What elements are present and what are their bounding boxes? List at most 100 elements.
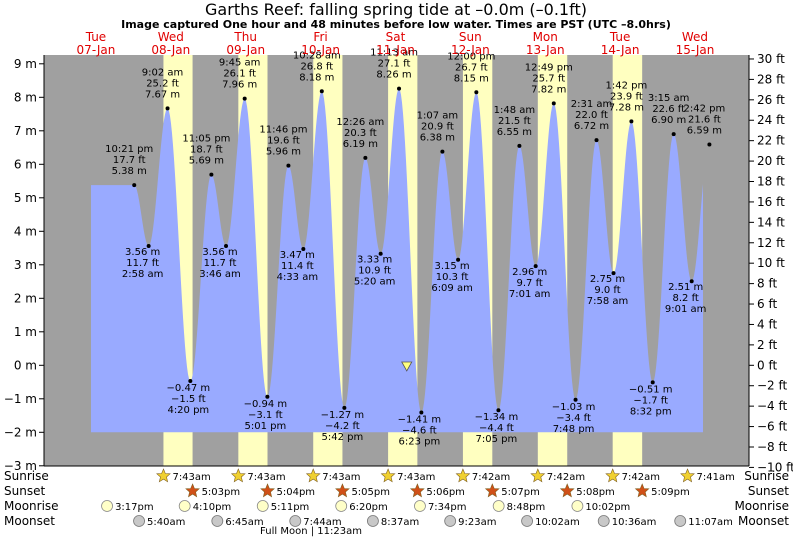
sunrise-icon bbox=[305, 468, 321, 483]
full-moon-label: Full Moon | 11:23am bbox=[260, 526, 362, 537]
tide-label: 8.18 m bbox=[299, 72, 334, 83]
tide-label: 20.9 ft bbox=[421, 122, 454, 133]
tide-label: 21.6 ft bbox=[688, 115, 721, 126]
y-tick-label-m: 8 m bbox=[14, 90, 37, 104]
day-label-date: 12-Jan bbox=[451, 43, 490, 57]
sunset-icon bbox=[559, 483, 575, 498]
tide-label: −1.27 m bbox=[321, 410, 365, 421]
sunrise-time: 7:42am bbox=[472, 472, 510, 483]
day-label-dow: Mon bbox=[533, 30, 558, 44]
tide-label: 1:42 pm bbox=[606, 80, 648, 91]
tide-label: 7.28 m bbox=[609, 102, 644, 113]
tide-point bbox=[573, 397, 578, 402]
tide-point bbox=[363, 155, 368, 160]
tide-point bbox=[265, 394, 270, 399]
moonset-time: 10:02am bbox=[535, 517, 580, 528]
moonset-icon bbox=[211, 515, 224, 527]
tide-point bbox=[146, 244, 151, 249]
sunrise-icon bbox=[156, 468, 171, 483]
tide-label: 2:31 am bbox=[571, 99, 613, 110]
tide-curve bbox=[91, 88, 703, 433]
tide-point bbox=[165, 106, 170, 111]
day-label-date: 15-Jan bbox=[676, 43, 715, 57]
sunset-icon bbox=[335, 483, 350, 498]
day-label-dow: Tue bbox=[609, 30, 631, 44]
tide-label: 12:49 pm bbox=[525, 62, 573, 73]
current-tide-marker bbox=[401, 361, 413, 372]
y-tick-label-m: −3 m bbox=[4, 459, 37, 473]
moonset-time: 6:45am bbox=[225, 517, 263, 528]
tide-label: 11.7 ft bbox=[204, 258, 237, 269]
tide-label: 6.59 m bbox=[687, 126, 722, 137]
tide-label: 11:46 pm bbox=[259, 125, 307, 136]
y-tick-label-ft: 10 ft bbox=[757, 256, 785, 270]
sunrise-icon bbox=[680, 468, 695, 483]
day-label-dow: Tue bbox=[85, 30, 107, 44]
tide-label: 1:07 am bbox=[417, 111, 459, 122]
tide-label: −3.4 ft bbox=[556, 413, 591, 424]
moonrise-icon bbox=[492, 500, 505, 512]
tide-label: 9.7 ft bbox=[517, 278, 543, 289]
y-tick-label-m: −1 m bbox=[4, 392, 37, 406]
tide-label: 11:05 pm bbox=[182, 134, 230, 145]
y-tick-label-ft: 22 ft bbox=[757, 134, 785, 148]
y-tick-label-m: 3 m bbox=[14, 258, 37, 272]
sunrise-time: 7:43am bbox=[397, 472, 435, 483]
day-label-dow: Sun bbox=[459, 30, 482, 44]
sunset-icon bbox=[260, 483, 275, 498]
tide-label: 2:58 am bbox=[122, 269, 164, 280]
tide-label: 10:28 am bbox=[293, 50, 341, 61]
moonset-time: 11:07am bbox=[688, 517, 733, 528]
moonrise-icon bbox=[335, 500, 348, 512]
sunset-time: 5:09pm bbox=[651, 487, 690, 498]
tide-label: 4:33 am bbox=[277, 272, 319, 283]
tide-label: 9:01 am bbox=[665, 304, 707, 315]
sunrise-icon bbox=[380, 468, 396, 483]
moonset-icon bbox=[674, 515, 687, 527]
tide-point bbox=[440, 149, 445, 154]
tide-label: −0.51 m bbox=[629, 384, 673, 395]
tide-label: −4.6 ft bbox=[402, 426, 437, 437]
sunset-time: 5:05pm bbox=[351, 487, 390, 498]
tide-label: 23.9 ft bbox=[610, 91, 643, 102]
tide-label: 26.7 ft bbox=[455, 62, 488, 73]
tide-label: −4.4 ft bbox=[479, 423, 514, 434]
tide-label: 7:48 pm bbox=[553, 424, 595, 435]
y-tick-label-ft: 4 ft bbox=[757, 317, 777, 331]
row-label-sunrise-left: Sunrise bbox=[4, 469, 49, 483]
moonrise-icon bbox=[571, 500, 584, 512]
sunset-time: 5:08pm bbox=[576, 487, 615, 498]
tide-point bbox=[707, 142, 712, 147]
tide-point bbox=[397, 86, 402, 91]
y-tick-label-m: 9 m bbox=[14, 57, 37, 71]
tide-label: 1:48 am bbox=[494, 105, 536, 116]
y-tick-label-m: 5 m bbox=[14, 191, 37, 205]
tide-point bbox=[209, 172, 214, 177]
row-label-moonset-right: Moonset bbox=[738, 514, 789, 528]
tide-label: 10.9 ft bbox=[358, 266, 391, 277]
tide-label: 9:02 am bbox=[142, 67, 184, 78]
tide-label: −3.1 ft bbox=[248, 410, 283, 421]
sunset-icon bbox=[634, 483, 650, 498]
moonset-time: 10:36am bbox=[612, 517, 657, 528]
day-label-date: 07-Jan bbox=[77, 43, 116, 57]
day-label-date: 09-Jan bbox=[226, 43, 265, 57]
tide-label: 26.8 ft bbox=[300, 61, 333, 72]
tide-point bbox=[611, 271, 616, 276]
tide-label: 2.75 m bbox=[590, 274, 625, 285]
y-tick-label-m: 4 m bbox=[14, 224, 37, 238]
row-label-moonset-left: Moonset bbox=[4, 514, 55, 528]
y-tick-label-m: 2 m bbox=[14, 291, 37, 305]
tide-label: 8.15 m bbox=[454, 73, 489, 84]
moonset-icon bbox=[367, 515, 379, 527]
y-tick-label-m: 6 m bbox=[14, 157, 37, 171]
moonrise-time: 3:17pm bbox=[115, 502, 154, 513]
tide-label: 22.0 ft bbox=[575, 110, 608, 121]
tide-point bbox=[496, 408, 501, 413]
moonset-icon bbox=[133, 515, 145, 527]
row-label-sunrise-right: Sunrise bbox=[744, 469, 789, 483]
moonrise-icon bbox=[256, 500, 269, 512]
y-tick-label-m: −2 m bbox=[4, 425, 37, 439]
tide-label: −1.5 ft bbox=[171, 394, 206, 405]
tide-label: 3.15 m bbox=[434, 261, 469, 272]
